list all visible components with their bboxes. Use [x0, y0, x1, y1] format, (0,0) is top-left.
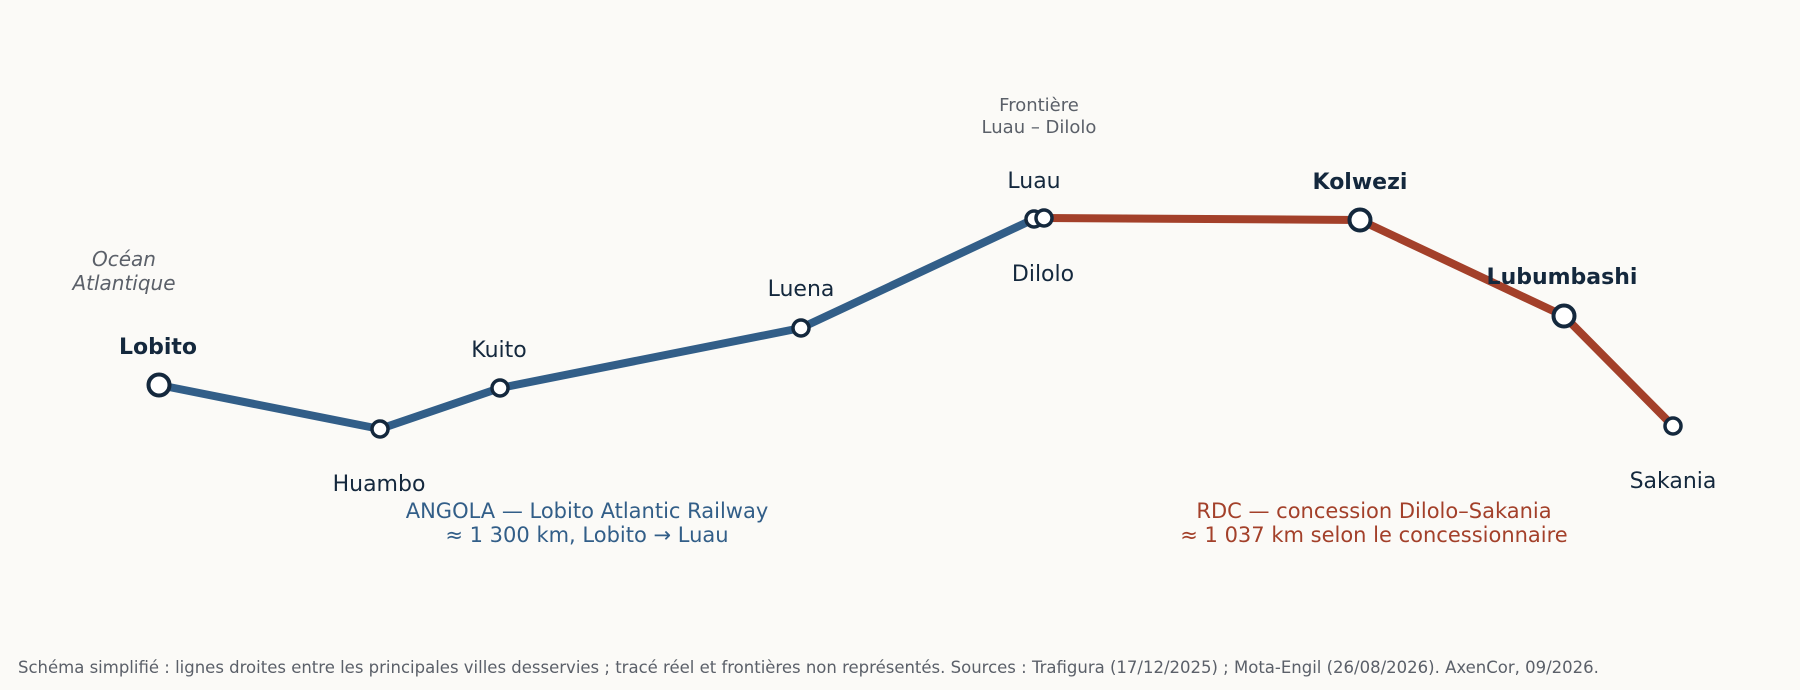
station-sakania-marker — [1663, 416, 1683, 436]
rdc-segment-title: RDC — concession Dilolo–Sakania — [1196, 499, 1551, 523]
station-dilolo-marker — [1034, 208, 1054, 228]
station-luena-label: Luena — [768, 277, 835, 302]
station-lubumbashi-label: Lubumbashi — [1487, 265, 1638, 290]
station-huambo-marker — [370, 419, 390, 439]
rdc-segment-length: ≈ 1 037 km selon le concessionnaire — [1180, 523, 1567, 547]
border-label-line2: Luau – Dilolo — [982, 117, 1097, 138]
station-lubumbashi-marker — [1551, 303, 1577, 329]
station-kuito-marker — [490, 378, 510, 398]
station-huambo-label: Huambo — [333, 472, 426, 497]
footnote: Schéma simplifié : lignes droites entre … — [18, 658, 1599, 677]
angola-segment-title: ANGOLA — Lobito Atlantic Railway — [406, 499, 769, 523]
station-kuito-label: Kuito — [471, 338, 526, 363]
station-dilolo-label: Dilolo — [1012, 262, 1074, 287]
station-kolwezi-marker — [1347, 207, 1373, 233]
station-kolwezi-label: Kolwezi — [1313, 170, 1408, 195]
rdc-rail-line — [1040, 214, 1677, 430]
ocean-label-line2: Atlantique — [70, 271, 175, 295]
station-sakania-label: Sakania — [1630, 469, 1717, 494]
ocean-label-line1: Océan — [92, 247, 156, 271]
angola-rail-line — [155, 215, 1038, 433]
station-luena-marker — [791, 318, 811, 338]
station-lobito-label: Lobito — [119, 335, 197, 360]
angola-segment-length: ≈ 1 300 km, Lobito → Luau — [445, 523, 728, 547]
border-label-line1: Frontière — [999, 95, 1079, 116]
station-luau-label: Luau — [1007, 169, 1060, 194]
station-lobito-marker — [146, 372, 172, 398]
